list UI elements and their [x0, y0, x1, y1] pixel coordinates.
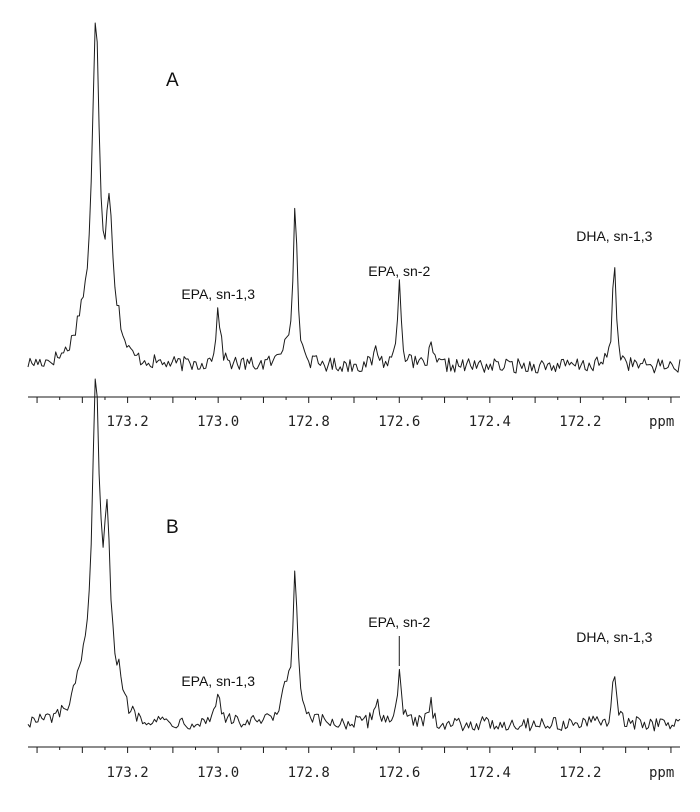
panel-label: A	[166, 70, 179, 91]
spectrum-line	[27, 378, 681, 732]
panel-label: B	[166, 517, 179, 538]
x-tick-label: 172.8	[288, 414, 330, 430]
peak-annotation: EPA, sn-1,3	[181, 673, 255, 689]
x-axis-title: ppm	[649, 414, 674, 430]
x-tick-label: 172.6	[378, 765, 420, 781]
x-tick-label: 173.0	[197, 414, 239, 430]
peak-annotation: EPA, sn-2	[368, 614, 430, 630]
peak-annotation: DHA, sn-1,3	[576, 228, 652, 244]
x-tick-label: 173.2	[107, 765, 149, 781]
spectrum-panel-b: B 173.2 173.0 172.8 172.6 172.4 172.2 ppm EPA…	[27, 378, 681, 781]
peak-annotation: EPA, sn-1,3	[181, 286, 255, 302]
peak-annotations: EPA, sn-1,3 EPA, sn-2 DHA, sn-1,3	[181, 228, 652, 302]
peak-annotations: EPA, sn-1,3 EPA, sn-2 DHA, sn-1,3	[181, 614, 652, 689]
peak-annotation: EPA, sn-2	[368, 263, 430, 279]
x-tick-label: 172.2	[559, 765, 601, 781]
x-tick-label: 172.2	[559, 414, 601, 430]
peak-annotation: DHA, sn-1,3	[576, 629, 652, 645]
x-tick-label: 172.6	[378, 414, 420, 430]
x-axis-ticks: 173.2 173.0 172.8 172.6 172.4 172.2	[36, 747, 672, 781]
x-tick-label: 172.4	[469, 414, 511, 430]
x-tick-label: 172.4	[469, 765, 511, 781]
x-tick-label: 172.8	[288, 765, 330, 781]
x-axis-ticks: 173.2 173.0 172.8 172.6 172.4 172.2	[36, 397, 672, 430]
x-tick-label: 173.2	[107, 414, 149, 430]
x-tick-label: 173.0	[197, 765, 239, 781]
spectrum-panel-a: A 173.2 173.0 172.8 172.6 172.4 172.2 ppm EPA…	[27, 22, 681, 430]
spectrum-line	[27, 22, 681, 374]
x-axis-title: ppm	[649, 765, 674, 781]
